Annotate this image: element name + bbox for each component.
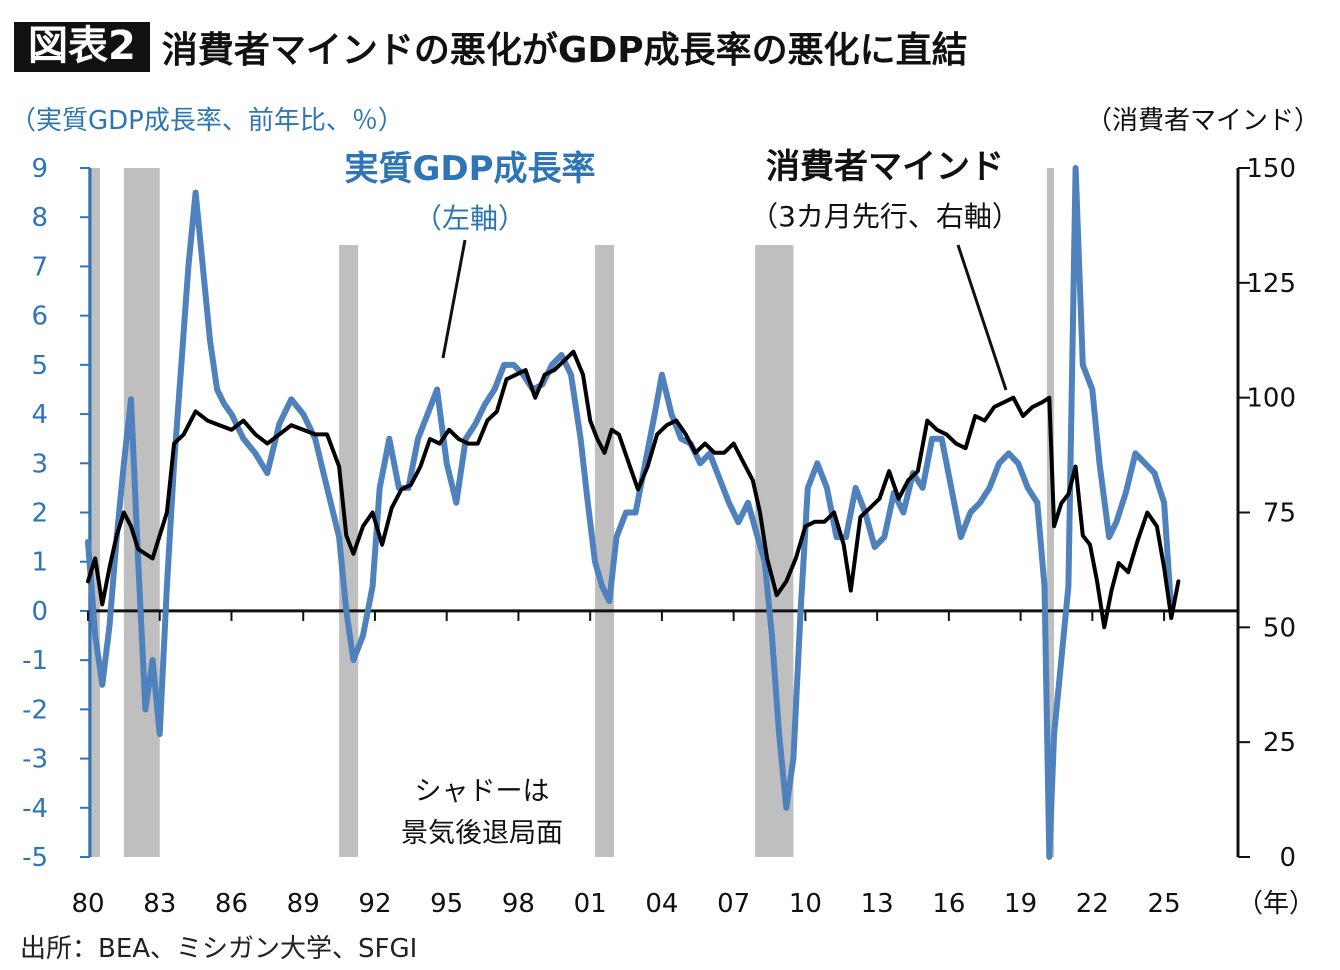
x-tick-label: 92 xyxy=(358,889,391,919)
chart-labels: 実質GDP成長率 （左軸） 消費者マインド （3カ月先行、右軸） シャドーは 景… xyxy=(344,147,1315,919)
x-tick-label: 19 xyxy=(1004,889,1037,919)
gdp-leader-line xyxy=(441,239,467,359)
series-lines xyxy=(85,165,1181,860)
recession-shading xyxy=(88,168,1055,857)
right-tick-label: 75 xyxy=(1263,499,1296,529)
left-tick-label: 9 xyxy=(31,154,48,184)
right-tick-label: 50 xyxy=(1263,613,1296,643)
chart-header: 図表2 消費者マインドの悪化がGDP成長率の悪化に直結 xyxy=(14,14,968,80)
recession-band-1 xyxy=(88,168,100,857)
left-tick-label: -1 xyxy=(22,646,48,676)
figure-label: 図表2 xyxy=(14,22,150,72)
right-axis-unit: （消費者マインド） xyxy=(1085,106,1320,136)
right-tick-label: 125 xyxy=(1246,269,1296,299)
right-tick-label: 100 xyxy=(1246,384,1296,414)
x-tick-label: 25 xyxy=(1148,889,1181,919)
right-tick-label: 25 xyxy=(1263,728,1296,758)
left-axis-unit: （実質GDP成長率、前年比、％） xyxy=(10,106,404,136)
left-tick-label: 4 xyxy=(31,400,48,430)
gdp-growth-line xyxy=(85,165,1175,860)
sentiment-leader-line xyxy=(956,244,1008,391)
recession-band-6 xyxy=(1046,168,1055,857)
x-tick-label: 95 xyxy=(430,889,463,919)
x-tick-label: 89 xyxy=(287,889,320,919)
recession-band-2 xyxy=(123,168,160,857)
x-tick-label: 01 xyxy=(574,889,607,919)
gdp-series-label: 実質GDP成長率 xyxy=(344,149,595,189)
x-tick-label: 86 xyxy=(215,889,248,919)
x-tick-label: 16 xyxy=(932,889,965,919)
recession-band-3 xyxy=(339,245,359,857)
x-tick-label: 83 xyxy=(143,889,176,919)
x-tick-label: 13 xyxy=(861,889,894,919)
x-tick-label: 10 xyxy=(789,889,822,919)
sentiment-series-label: 消費者マインド xyxy=(766,147,1004,187)
x-tick-label: 22 xyxy=(1076,889,1109,919)
gdp-axis-note: （左軸） xyxy=(414,202,526,235)
x-tick-label: 04 xyxy=(645,889,678,919)
x-tick-label: 80 xyxy=(71,889,104,919)
sentiment-axis-note: （3カ月先行、右軸） xyxy=(750,200,1020,233)
x-axis-unit: （年） xyxy=(1237,889,1315,919)
left-tick-label: -2 xyxy=(22,695,48,725)
left-tick-label: 8 xyxy=(31,203,48,233)
left-tick-label: -4 xyxy=(22,794,48,824)
consumer-sentiment-line xyxy=(86,349,1181,630)
left-tick-label: 0 xyxy=(31,597,48,627)
right-tick-label: 150 xyxy=(1246,154,1296,184)
recession-band-4 xyxy=(594,245,615,857)
left-tick-label: 3 xyxy=(31,449,48,479)
left-tick-label: -5 xyxy=(22,843,48,873)
left-tick-label: 6 xyxy=(31,302,48,332)
left-tick-label: 7 xyxy=(31,252,48,282)
x-tick-label: 07 xyxy=(717,889,750,919)
left-tick-label: -3 xyxy=(22,745,48,775)
left-tick-label: 5 xyxy=(31,351,48,381)
source-note: 出所：BEA、ミシガン大学、SFGI xyxy=(20,934,418,964)
left-tick-label: 1 xyxy=(31,548,48,578)
left-tick-label: 2 xyxy=(31,499,48,529)
chart-title: 消費者マインドの悪化がGDP成長率の悪化に直結 xyxy=(161,30,968,71)
recession-note-line1: シャドーは xyxy=(415,776,550,807)
right-tick-label: 0 xyxy=(1279,843,1296,873)
recession-note-line2: 景気後退局面 xyxy=(401,818,563,849)
x-tick-label: 98 xyxy=(502,889,535,919)
